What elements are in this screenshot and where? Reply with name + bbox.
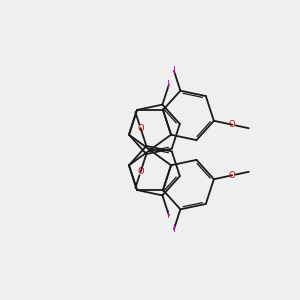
Text: I: I (167, 80, 170, 90)
Text: O: O (137, 167, 144, 176)
Text: I: I (172, 224, 176, 234)
Text: O: O (229, 171, 236, 180)
Text: O: O (137, 124, 144, 133)
Text: I: I (167, 210, 170, 220)
Text: I: I (172, 66, 176, 76)
Text: O: O (229, 120, 236, 129)
